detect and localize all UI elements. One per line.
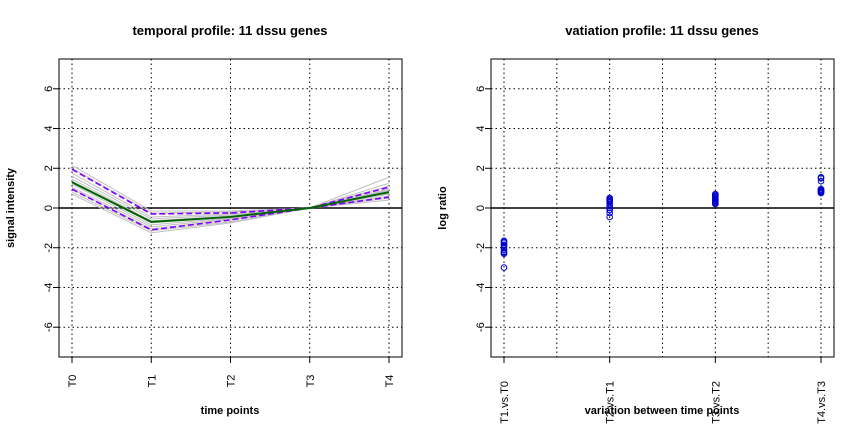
data-point	[817, 186, 825, 194]
data-point	[500, 238, 508, 246]
data-point	[606, 204, 613, 212]
y-tick-label: -4	[475, 283, 487, 293]
y-tick-label: 4	[43, 125, 55, 131]
gene-profile-line	[71, 167, 390, 214]
band-line	[71, 188, 390, 231]
data-point	[712, 200, 719, 208]
left-ylabel: signal intensity	[5, 167, 17, 248]
left-xlabel: time points	[201, 405, 260, 417]
y-tick-label: -4	[43, 283, 55, 293]
data-point	[712, 193, 719, 201]
y-tick-label: -6	[43, 322, 55, 332]
gene-profile-line	[71, 193, 390, 234]
y-tick-label: 0	[475, 205, 487, 211]
right-xlabel: variation between time points	[585, 405, 740, 417]
mean-profile-line	[71, 181, 390, 223]
data-point	[606, 195, 613, 203]
data-point	[606, 209, 613, 217]
gene-profile-line	[71, 172, 390, 218]
y-tick-label: -2	[475, 243, 487, 253]
x-tick-label: T3.vs.T2	[710, 381, 722, 424]
y-tick-label: 6	[475, 86, 487, 92]
x-tick-label: T4	[384, 375, 396, 388]
data-point	[500, 250, 508, 257]
data-point	[500, 248, 508, 256]
chart-marks: 6 4 2 0 -2 -4 -6 T0 T1 T2 T3 T4 6 4 2 0 -2 -4 -6 T1.vs.T0 T2…	[43, 58, 835, 424]
y-tick-label: 6	[43, 86, 55, 92]
x-tick-label: T2	[226, 375, 238, 388]
y-tick-label: -2	[43, 243, 55, 253]
y-tick-label: -6	[475, 322, 487, 332]
x-tick-label: T0	[67, 375, 79, 388]
data-point	[817, 188, 825, 196]
x-tick-label: T1	[146, 375, 158, 388]
right-title: vatiation profile: 11 dssu genes	[565, 23, 759, 38]
data-point	[606, 197, 613, 205]
x-tick-label: T1.vs.T0	[499, 381, 511, 424]
data-point	[606, 202, 613, 210]
data-point	[712, 195, 719, 203]
right-ylabel: log ratio	[437, 186, 449, 230]
data-point	[712, 197, 719, 205]
y-tick-label: 2	[475, 165, 487, 171]
data-point	[817, 174, 825, 182]
x-tick-label: T3	[305, 375, 317, 388]
data-point	[817, 177, 825, 185]
y-tick-label: 0	[43, 205, 55, 211]
data-point	[500, 246, 508, 254]
x-tick-label: T2.vs.T1	[605, 381, 617, 424]
y-tick-label: 2	[43, 165, 55, 171]
y-tick-label: 4	[475, 125, 487, 131]
data-point	[606, 213, 613, 221]
data-point	[606, 206, 613, 214]
x-tick-label: T4.vs.T3	[816, 381, 828, 424]
gene-profile-line	[71, 164, 390, 212]
data-point	[500, 264, 508, 271]
left-title: temporal profile: 11 dssu genes	[132, 23, 327, 38]
